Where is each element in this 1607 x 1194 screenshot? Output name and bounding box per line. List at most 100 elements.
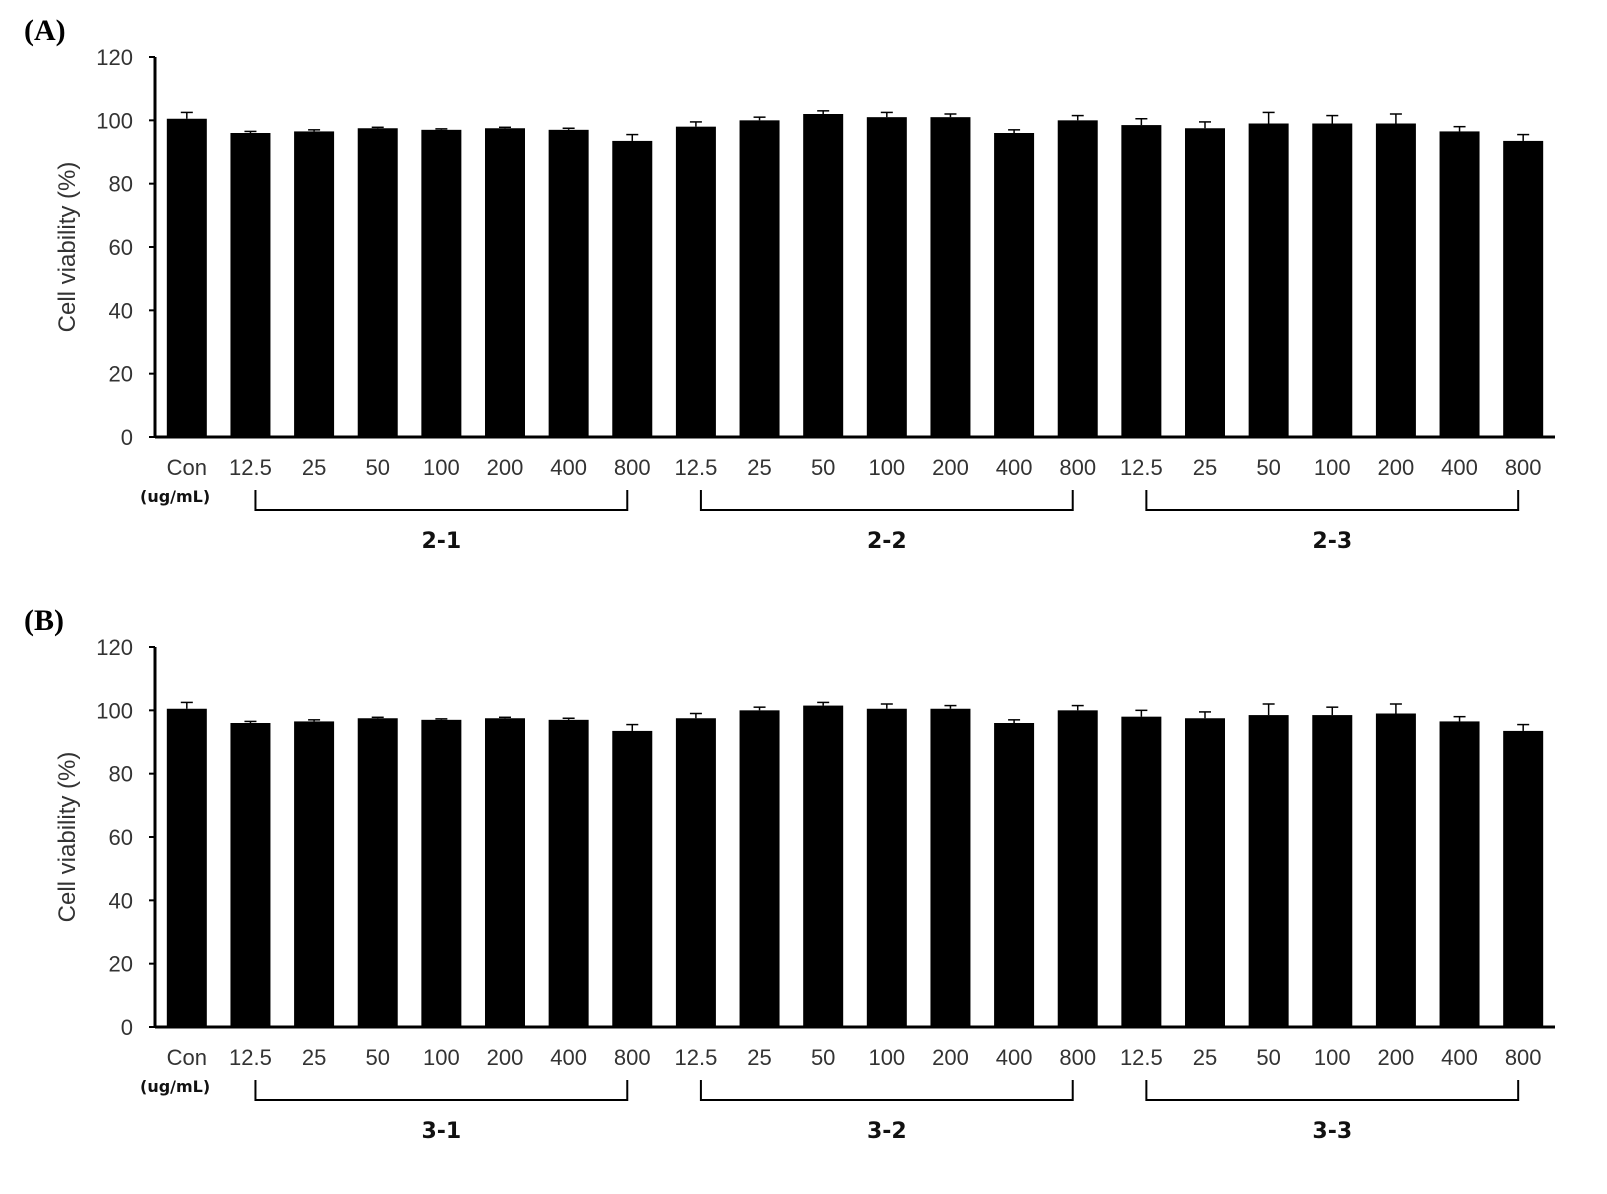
x-tick-label: 200 xyxy=(932,1045,969,1070)
x-tick-label: 400 xyxy=(1441,1045,1478,1070)
bar xyxy=(739,120,780,437)
x-tick-label: 12.5 xyxy=(1120,455,1163,480)
panel-label: (B) xyxy=(24,604,64,637)
bar xyxy=(1248,123,1289,437)
chart-a-svg: (A) Cell viability (%) 0 20 40 60 80 100 120 Con 1… xyxy=(24,14,1555,554)
y-tick-label: 100 xyxy=(96,108,133,133)
y-tick-label: 100 xyxy=(96,698,133,723)
x-tick-label: 12.5 xyxy=(674,455,717,480)
bar xyxy=(294,721,335,1027)
x-tick-label: 50 xyxy=(1256,1045,1280,1070)
bar xyxy=(1375,713,1416,1027)
bar xyxy=(1185,718,1225,1027)
x-tick-label: 800 xyxy=(614,1045,651,1070)
bar xyxy=(930,117,971,438)
bar xyxy=(803,705,844,1027)
x-tick-label: 200 xyxy=(1378,455,1415,480)
x-tick-label: 100 xyxy=(868,1045,905,1070)
group-bracket xyxy=(699,1080,1074,1101)
x-tick-label: 12.5 xyxy=(229,1045,272,1070)
group-label: 3-1 xyxy=(421,1119,461,1144)
bar xyxy=(675,126,716,438)
x-tick-label: 400 xyxy=(550,455,587,480)
group-label: 2-1 xyxy=(421,529,461,554)
bar xyxy=(485,718,525,1027)
x-tick-label: 12.5 xyxy=(674,1045,717,1070)
bar xyxy=(675,718,716,1027)
bar xyxy=(1503,730,1544,1027)
x-unit-label: (ug/mL) xyxy=(140,487,210,506)
x-tick-label: 800 xyxy=(1059,1045,1096,1070)
group-bracket xyxy=(1145,490,1520,511)
bar xyxy=(994,723,1035,1027)
x-tick-label: 200 xyxy=(487,1045,524,1070)
y-axis-label: Cell viability (%) xyxy=(54,162,81,333)
group-bracket xyxy=(1145,1080,1520,1101)
group-bracket xyxy=(699,490,1074,511)
bar xyxy=(1375,123,1416,437)
x-tick-label: 800 xyxy=(1505,455,1542,480)
bar xyxy=(1057,120,1098,437)
x-unit-label: (ug/mL) xyxy=(140,1077,210,1096)
x-tick-label: 100 xyxy=(1314,455,1351,480)
bar xyxy=(612,730,653,1027)
bar xyxy=(1439,721,1480,1027)
x-tick-label: 800 xyxy=(614,455,651,480)
x-tick-label: 12.5 xyxy=(229,455,272,480)
bar xyxy=(294,131,335,437)
group-label: 2-2 xyxy=(867,529,907,554)
group-label: 3-3 xyxy=(1312,1119,1352,1144)
bar xyxy=(1439,131,1480,437)
bar xyxy=(485,128,525,437)
x-tick-label: 100 xyxy=(423,455,460,480)
bar xyxy=(548,719,589,1027)
y-tick-label: 120 xyxy=(96,45,133,70)
bar xyxy=(866,117,907,438)
y-tick-label: 40 xyxy=(109,888,133,913)
x-tick-label: 400 xyxy=(550,1045,587,1070)
bar xyxy=(930,708,971,1027)
y-tick-label: 0 xyxy=(121,425,133,450)
y-tick-label: 120 xyxy=(96,635,133,660)
y-tick-label: 60 xyxy=(109,235,133,260)
bar xyxy=(357,128,398,437)
x-tick-label: 400 xyxy=(996,1045,1033,1070)
bar xyxy=(357,718,398,1027)
group-label: 3-2 xyxy=(867,1119,907,1144)
chart-b-svg: (B) Cell viability (%) 0 20 40 60 80 100 120 Con 1… xyxy=(24,604,1555,1144)
y-tick-label: 80 xyxy=(109,172,133,197)
x-tick-label: 200 xyxy=(1378,1045,1415,1070)
x-tick-label: 50 xyxy=(365,1045,389,1070)
x-tick-label: 200 xyxy=(487,455,524,480)
x-tick-label: 50 xyxy=(1256,455,1280,480)
group-bracket xyxy=(254,490,629,511)
bar xyxy=(230,133,271,437)
x-tick-label: 25 xyxy=(302,455,326,480)
group-label: 2-3 xyxy=(1312,529,1352,554)
y-tick-label: 40 xyxy=(109,298,133,323)
x-tick-label: 25 xyxy=(747,1045,771,1070)
bar xyxy=(1185,128,1225,437)
bar xyxy=(1312,715,1353,1027)
x-tick-label: 400 xyxy=(996,455,1033,480)
x-tick-label: 100 xyxy=(868,455,905,480)
x-tick-label: 25 xyxy=(747,455,771,480)
y-tick-label: 20 xyxy=(109,362,133,387)
bar xyxy=(421,719,462,1027)
chart-panel-b: (B) Cell viability (%) 0 20 40 60 80 100 120 Con 1… xyxy=(0,590,1607,1170)
bar xyxy=(166,118,207,437)
bar xyxy=(421,129,462,438)
bar xyxy=(1121,125,1162,437)
bar xyxy=(230,723,271,1027)
bar xyxy=(1057,710,1098,1027)
bar xyxy=(803,114,844,437)
x-tick-label: 50 xyxy=(811,1045,835,1070)
y-tick-label: 0 xyxy=(121,1015,133,1040)
bar xyxy=(1248,715,1289,1027)
x-tick-label: 400 xyxy=(1441,455,1478,480)
bar xyxy=(612,140,653,437)
x-tick-label: 800 xyxy=(1059,455,1096,480)
panel-label: (A) xyxy=(24,14,66,47)
x-tick-label: 25 xyxy=(1193,455,1217,480)
bar xyxy=(1503,140,1544,437)
